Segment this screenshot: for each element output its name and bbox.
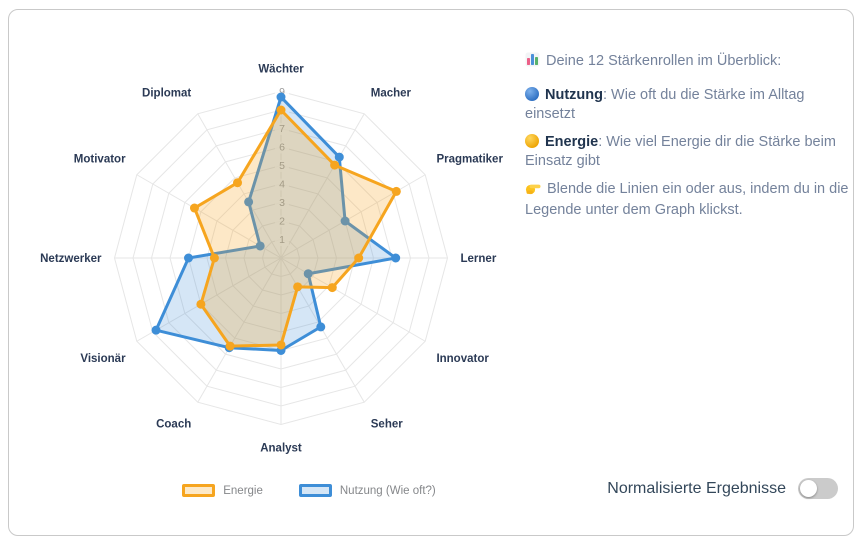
data-point	[327, 283, 337, 293]
pointing-hand-icon	[525, 181, 541, 201]
axis-label-visionr: Visionär	[80, 353, 126, 365]
tick-backdrop	[275, 234, 289, 246]
legend-item-energie[interactable]: Energie	[182, 484, 263, 497]
axis-label-netzwerker: Netzwerker	[40, 253, 102, 265]
info-text-hint: Blende die Linien ein oder aus, indem du…	[525, 181, 849, 218]
axis-label-motivator: Motivator	[74, 153, 126, 165]
tick-backdrop	[275, 123, 289, 135]
tick-backdrop	[275, 141, 289, 154]
info-bullet-energie: Energie: Wie viel Energie dir die Stärke…	[525, 133, 849, 171]
data-point	[255, 241, 265, 251]
axis-label-lerner: Lerner	[461, 253, 497, 265]
data-point	[354, 253, 364, 263]
tick-label: 7	[279, 123, 285, 135]
axis-label-seher: Seher	[371, 418, 403, 430]
data-point	[316, 322, 326, 332]
toggle-label: Normalisierte Ergebnisse	[607, 479, 786, 497]
data-point	[276, 340, 286, 350]
data-point	[189, 203, 199, 213]
data-point	[225, 341, 235, 351]
data-point	[151, 325, 161, 335]
normalized-results-toggle[interactable]	[798, 478, 838, 499]
tick-label: 2	[279, 216, 285, 228]
energie-swatch	[182, 484, 216, 497]
tick-label: 5	[279, 160, 285, 172]
tick-backdrop	[275, 160, 289, 172]
info-heading: Deine 12 Stärkenrollen im Überblick:	[525, 52, 849, 73]
legend-item-nutzung[interactable]: Nutzung (Wie oft?)	[298, 484, 436, 497]
data-point	[233, 178, 243, 188]
nutzung-swatch	[298, 484, 332, 497]
info-panel: Deine 12 Stärkenrollen im Überblick: Nut…	[525, 52, 849, 229]
legend-label-energie: Energie	[223, 484, 263, 497]
radar-chart-area: 123456789WächterMacherPragmatikerLernerI…	[9, 10, 529, 480]
tick-label: 3	[279, 197, 285, 209]
axis-label-pragmatiker: Pragmatiker	[436, 153, 503, 165]
normalized-results-row: Normalisierte Ergebnisse	[607, 478, 838, 499]
grid-spoke	[280, 174, 426, 259]
data-point	[196, 299, 206, 309]
radar-chart: 123456789WächterMacherPragmatikerLernerI…	[40, 64, 503, 455]
blue-circle-icon	[525, 87, 539, 101]
data-point	[276, 105, 286, 115]
info-heading-text: Deine 12 Stärkenrollen im Überblick:	[546, 53, 782, 69]
info-term-nutzung: Nutzung	[545, 87, 603, 103]
info-text-energie: : Wie viel Energie dir die Stärke beim E…	[525, 134, 836, 169]
info-bullet-nutzung: Nutzung: Wie oft du die Stärke im Alltag…	[525, 86, 849, 124]
data-point	[244, 197, 254, 207]
info-text-nutzung: : Wie oft du die Stärke im Alltag einset…	[525, 87, 805, 122]
data-point	[334, 152, 344, 162]
tick-backdrop	[275, 197, 289, 209]
legend-label-nutzung: Nutzung (Wie oft?)	[339, 484, 436, 497]
tick-backdrop	[275, 215, 289, 228]
data-point	[330, 160, 340, 170]
info-term-energie: Energie	[545, 134, 599, 150]
tick-label: 6	[279, 142, 285, 154]
data-point	[391, 186, 401, 196]
tick-backdrop	[275, 178, 289, 191]
axis-label-coach: Coach	[156, 418, 191, 430]
data-point	[209, 253, 219, 263]
data-point	[391, 253, 401, 263]
tick-label: 9	[279, 86, 285, 98]
grid-spoke	[280, 113, 365, 259]
results-card: 123456789WächterMacherPragmatikerLernerI…	[8, 9, 854, 536]
toggle-knob	[800, 480, 817, 497]
axis-label-analyst: Analyst	[260, 443, 302, 455]
grid-spoke	[136, 257, 282, 342]
tick-label: 4	[279, 179, 285, 191]
yellow-circle-icon	[525, 134, 539, 148]
tick-label: 1	[279, 234, 285, 246]
data-point	[184, 253, 193, 263]
data-point	[303, 269, 313, 279]
axis-label-innovator: Innovator	[436, 353, 489, 365]
axis-label-wchter: Wächter	[258, 64, 304, 76]
grid-spoke	[197, 257, 282, 403]
chart-legend: Energie Nutzung (Wie oft?)	[49, 484, 569, 497]
data-point	[276, 92, 286, 102]
info-bullet-hint: Blende die Linien ein oder aus, indem du…	[525, 180, 849, 220]
axis-label-macher: Macher	[371, 88, 412, 100]
data-point	[293, 282, 303, 292]
axis-label-diplomat: Diplomat	[142, 88, 191, 100]
data-point	[340, 216, 350, 226]
bar-chart-icon	[525, 52, 540, 73]
